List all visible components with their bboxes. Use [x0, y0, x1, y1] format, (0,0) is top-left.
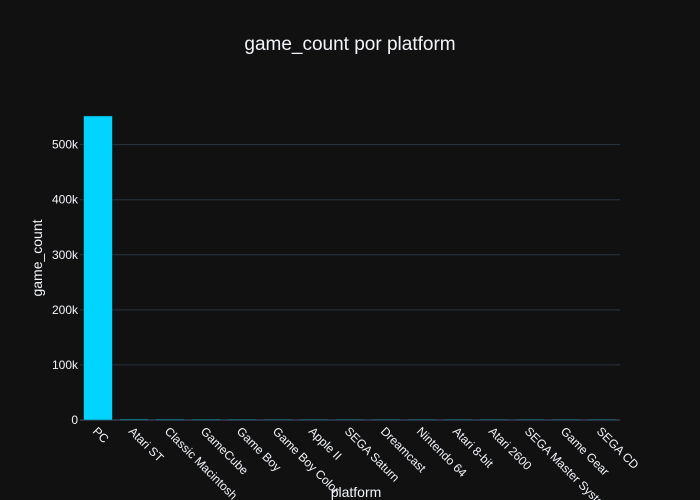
bar[interactable] [299, 419, 329, 421]
y-tick-label: 0 [71, 413, 78, 427]
bar[interactable] [443, 419, 473, 421]
bar[interactable] [191, 419, 221, 421]
y-tick-label: 400k [52, 193, 79, 207]
bar[interactable] [335, 419, 365, 421]
bar[interactable] [587, 419, 617, 421]
y-tick-label: 100k [52, 358, 79, 372]
bars [83, 115, 617, 421]
bar[interactable] [227, 419, 257, 421]
y-axis-title: game_count [29, 219, 45, 296]
y-tick-label: 500k [52, 138, 79, 152]
bar[interactable] [479, 419, 509, 421]
x-tick-label: Atari ST [126, 424, 167, 465]
y-tick-label: 300k [52, 248, 79, 262]
x-axis-title: platform [331, 484, 382, 500]
bar[interactable] [83, 115, 113, 421]
bar[interactable] [407, 419, 437, 421]
bar[interactable] [515, 419, 545, 421]
bar[interactable] [263, 419, 293, 421]
bar[interactable] [551, 419, 581, 421]
chart-title: game_count por platform [244, 34, 455, 55]
bar[interactable] [371, 419, 401, 421]
y-tick-labels: 0 100k 200k 300k 400k 500k [52, 138, 79, 427]
gridlines [80, 144, 620, 421]
bar[interactable] [155, 418, 185, 421]
y-tick-label: 200k [52, 303, 79, 317]
bar[interactable] [119, 418, 149, 421]
x-tick-label: PC [90, 424, 112, 446]
